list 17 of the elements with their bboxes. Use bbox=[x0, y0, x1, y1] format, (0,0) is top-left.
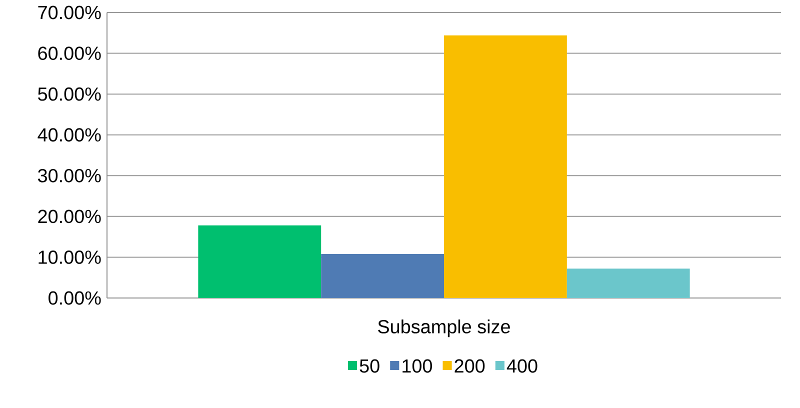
y-tick-label: 10.00% bbox=[38, 250, 101, 264]
x-tick-label: Subsample size bbox=[378, 320, 510, 338]
bar bbox=[566, 268, 690, 298]
legend-label: 50 bbox=[360, 359, 380, 373]
y-tick-label: 70.00% bbox=[38, 6, 101, 20]
y-tick-label: 50.00% bbox=[38, 87, 101, 101]
legend-label: 200 bbox=[454, 359, 485, 373]
y-tick-label: 20.00% bbox=[38, 210, 101, 224]
bar bbox=[321, 254, 444, 298]
y-tick-label: 30.00% bbox=[38, 168, 101, 182]
bar bbox=[444, 35, 567, 298]
y-tick-label: 40.00% bbox=[38, 128, 101, 142]
bar bbox=[198, 225, 322, 298]
legend-label: 400 bbox=[506, 359, 538, 373]
y-tick-label: 0.00% bbox=[48, 291, 101, 305]
y-tick-label: 60.00% bbox=[38, 46, 101, 60]
legend-label: 100 bbox=[402, 359, 432, 373]
